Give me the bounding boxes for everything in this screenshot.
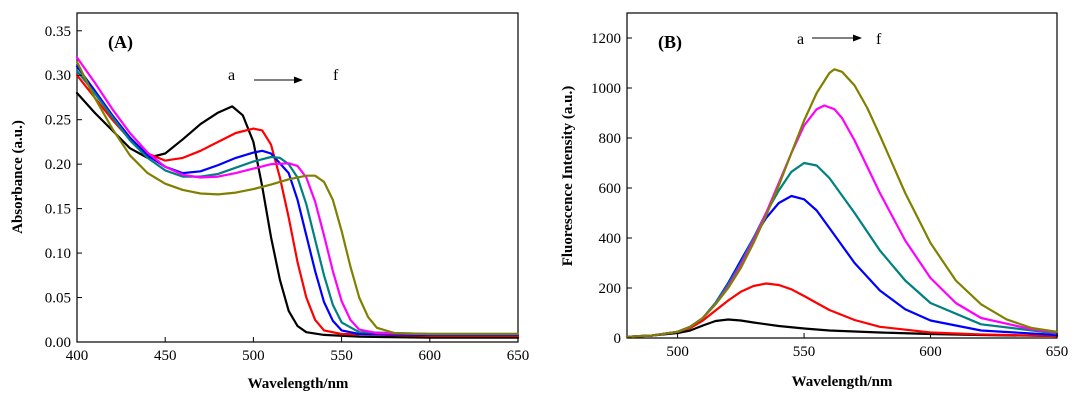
panel-a-annotation-end: f [333, 67, 339, 84]
panel-b-annotation-end: f [876, 31, 882, 48]
y-tick-label: 1200 [591, 31, 621, 47]
y-tick-label: 0.10 [45, 246, 71, 262]
series-curve-1 [75, 91, 520, 339]
panel-a-annotation-arrowhead [294, 76, 303, 84]
series-curve-4 [75, 69, 520, 336]
series-curve-5 [75, 56, 520, 336]
panel-a-series-group [75, 56, 520, 339]
panel-b-y-axis-label: Fluorescence Intensity (a.u.) [560, 86, 576, 267]
series-curve-1 [625, 318, 1059, 338]
panel-a-y-axis-label: Absorbance (a.u.) [10, 120, 26, 234]
y-tick-label: 0.15 [45, 202, 71, 218]
series-curve-6 [625, 68, 1059, 338]
series-curve-2 [75, 74, 520, 337]
y-tick-label: 0.20 [45, 157, 71, 173]
y-tick-label: 0.25 [45, 113, 71, 129]
panel-a-plot-frame [76, 12, 519, 343]
x-tick-label: 600 [419, 348, 442, 364]
series-curve-2 [625, 282, 1059, 338]
y-tick-label: 600 [599, 181, 622, 197]
y-tick-label: 200 [599, 281, 622, 297]
panel-b-series-group [625, 68, 1059, 338]
x-tick-label: 450 [154, 348, 177, 364]
panel-b-ticks-group: 500 550 600 650 0 200 400 600 800 1000 1200 [591, 31, 1068, 360]
y-tick-label: 0.35 [45, 24, 71, 40]
x-tick-label: 550 [793, 344, 816, 360]
panel-b-plot-frame [626, 12, 1058, 339]
panel-a-absorbance-chart: 400 450 500 550 600 650 0.00 0.05 0.10 0.15 0.20 0.… [10, 12, 530, 392]
y-tick-label: 0.00 [45, 335, 71, 351]
series-curve-6 [75, 60, 520, 336]
x-tick-label: 400 [66, 348, 89, 364]
panel-b-x-axis-label: Wavelength/nm [792, 374, 893, 390]
panel-b-label: (B) [658, 32, 682, 53]
panel-a-ticks-group: 400 450 500 550 600 650 0.00 0.05 0.10 0.15 0.20 0.… [45, 24, 530, 364]
panel-a-x-axis-label: Wavelength/nm [248, 376, 349, 392]
x-tick-label: 650 [1046, 344, 1069, 360]
panel-b-annotation-arrowhead [853, 34, 862, 42]
y-tick-label: 0 [614, 331, 622, 347]
y-tick-label: 800 [599, 131, 622, 147]
y-tick-label: 400 [599, 231, 622, 247]
x-tick-label: 500 [242, 348, 265, 364]
y-tick-label: 0.05 [45, 291, 71, 307]
series-curve-3 [75, 65, 520, 336]
y-tick-label: 0.30 [45, 68, 71, 84]
panel-b-annotation-start: a [797, 31, 804, 48]
panel-a-label: (A) [108, 32, 133, 53]
x-tick-label: 550 [330, 348, 353, 364]
series-curve-5 [625, 104, 1059, 338]
x-tick-label: 500 [666, 344, 689, 360]
x-tick-label: 600 [919, 344, 942, 360]
x-tick-label: 650 [507, 348, 530, 364]
panel-a-annotation-start: a [228, 67, 235, 84]
y-tick-label: 1000 [591, 81, 621, 97]
